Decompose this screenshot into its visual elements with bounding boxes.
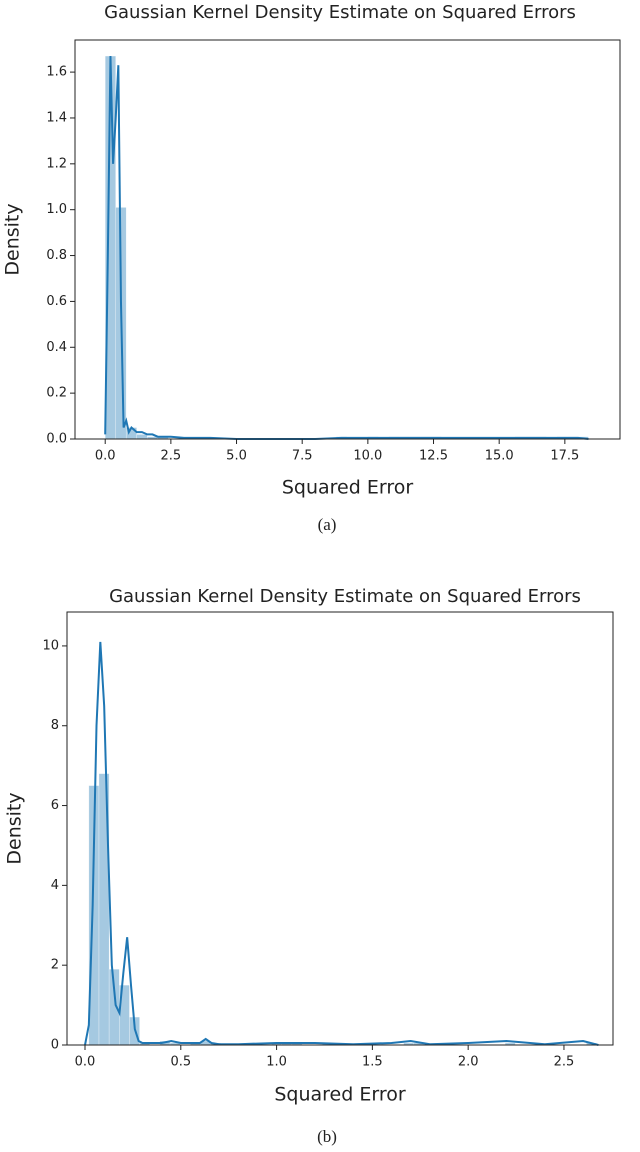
chart-title: Gaussian Kernel Density Estimate on Squa… [104, 2, 576, 23]
x-tick-label: 1.0 [266, 1055, 287, 1070]
y-tick-label: 1.4 [46, 110, 67, 125]
y-tick-label: 6 [51, 798, 59, 813]
y-axis-label: Density [4, 792, 26, 864]
y-tick-label: 0.8 [46, 248, 67, 263]
y-tick-label: 1.2 [46, 156, 67, 171]
plot-frame [66, 611, 614, 1046]
plot-frame [74, 39, 621, 440]
x-axis-label: Squared Error [274, 1084, 405, 1106]
kde-line [104, 56, 589, 440]
x-tick-label: 1.5 [362, 1055, 383, 1070]
x-tick-label: 0.0 [75, 1055, 96, 1070]
x-tick-label: 15.0 [485, 449, 514, 464]
x-tick-label: 12.5 [419, 449, 448, 464]
x-tick-label: 2.0 [458, 1055, 479, 1070]
y-tick-label: 0.4 [46, 340, 67, 355]
y-tick-label: 0.0 [46, 432, 67, 447]
x-tick-label: 7.5 [292, 449, 313, 464]
caption: (a) [318, 515, 337, 534]
y-tick-label: 1.0 [46, 202, 67, 217]
x-tick-label: 10.0 [353, 449, 382, 464]
x-tick-label: 2.5 [554, 1055, 575, 1070]
y-tick-label: 0.2 [46, 386, 67, 401]
y-tick-label: 1.6 [46, 65, 67, 80]
x-tick-label: 2.5 [161, 449, 182, 464]
y-tick-label: 4 [51, 878, 59, 893]
caption: (b) [317, 1127, 337, 1146]
y-tick-label: 0.6 [46, 294, 67, 309]
x-tick-label: 5.0 [226, 449, 247, 464]
y-tick-label: 10 [42, 638, 59, 653]
x-tick-label: 0.0 [95, 449, 116, 464]
histogram-bar [136, 434, 148, 440]
y-tick-label: 2 [51, 958, 59, 973]
chart-title: Gaussian Kernel Density Estimate on Squa… [109, 586, 581, 607]
kde-line [84, 641, 599, 1046]
x-tick-label: 17.5 [550, 449, 579, 464]
x-tick-label: 0.5 [170, 1055, 191, 1070]
y-axis-label: Density [2, 203, 24, 275]
y-tick-label: 8 [51, 718, 59, 733]
x-axis-label: Squared Error [282, 477, 413, 499]
y-tick-label: 0 [51, 1038, 59, 1053]
